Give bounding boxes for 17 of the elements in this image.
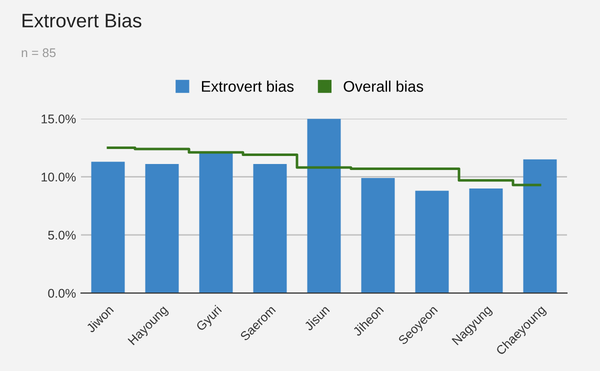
bar xyxy=(469,188,503,294)
legend-label: Extrovert bias xyxy=(202,80,294,92)
bar xyxy=(91,162,125,294)
chart-subtitle: n = 85 xyxy=(22,48,56,58)
chart-title: Extrovert Bias xyxy=(22,13,142,28)
y-tick-label: 15.0% xyxy=(42,114,76,124)
bar xyxy=(307,118,341,294)
bar xyxy=(361,178,395,294)
legend-label: Overall bias xyxy=(344,80,424,92)
y-tick-label: 10.0% xyxy=(42,172,76,182)
y-tick-label: 0.0% xyxy=(48,288,76,298)
bar xyxy=(523,159,557,294)
y-tick-label: 5.0% xyxy=(48,230,76,240)
bar xyxy=(199,152,233,294)
bar xyxy=(145,164,179,294)
bar xyxy=(253,164,287,294)
bar xyxy=(415,190,449,294)
